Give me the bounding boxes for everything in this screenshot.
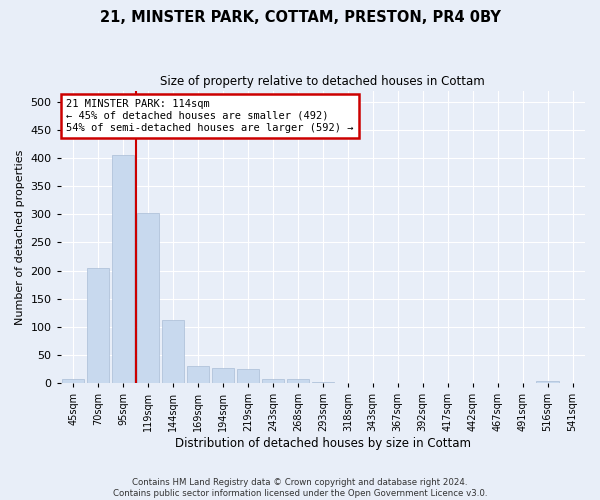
Bar bbox=[237, 369, 259, 383]
Bar bbox=[137, 213, 160, 383]
Bar bbox=[262, 378, 284, 383]
Text: 21, MINSTER PARK, COTTAM, PRESTON, PR4 0BY: 21, MINSTER PARK, COTTAM, PRESTON, PR4 0… bbox=[100, 10, 500, 25]
Bar bbox=[162, 320, 184, 383]
Bar bbox=[112, 156, 134, 383]
Text: 21 MINSTER PARK: 114sqm
← 45% of detached houses are smaller (492)
54% of semi-d: 21 MINSTER PARK: 114sqm ← 45% of detache… bbox=[66, 100, 353, 132]
Bar bbox=[212, 368, 234, 383]
Y-axis label: Number of detached properties: Number of detached properties bbox=[15, 149, 25, 324]
X-axis label: Distribution of detached houses by size in Cottam: Distribution of detached houses by size … bbox=[175, 437, 471, 450]
Bar bbox=[311, 382, 334, 383]
Title: Size of property relative to detached houses in Cottam: Size of property relative to detached ho… bbox=[160, 75, 485, 88]
Bar bbox=[87, 268, 109, 383]
Bar bbox=[536, 382, 559, 383]
Text: Contains HM Land Registry data © Crown copyright and database right 2024.
Contai: Contains HM Land Registry data © Crown c… bbox=[113, 478, 487, 498]
Bar bbox=[62, 378, 85, 383]
Bar bbox=[287, 379, 309, 383]
Bar bbox=[337, 382, 359, 383]
Bar bbox=[187, 366, 209, 383]
